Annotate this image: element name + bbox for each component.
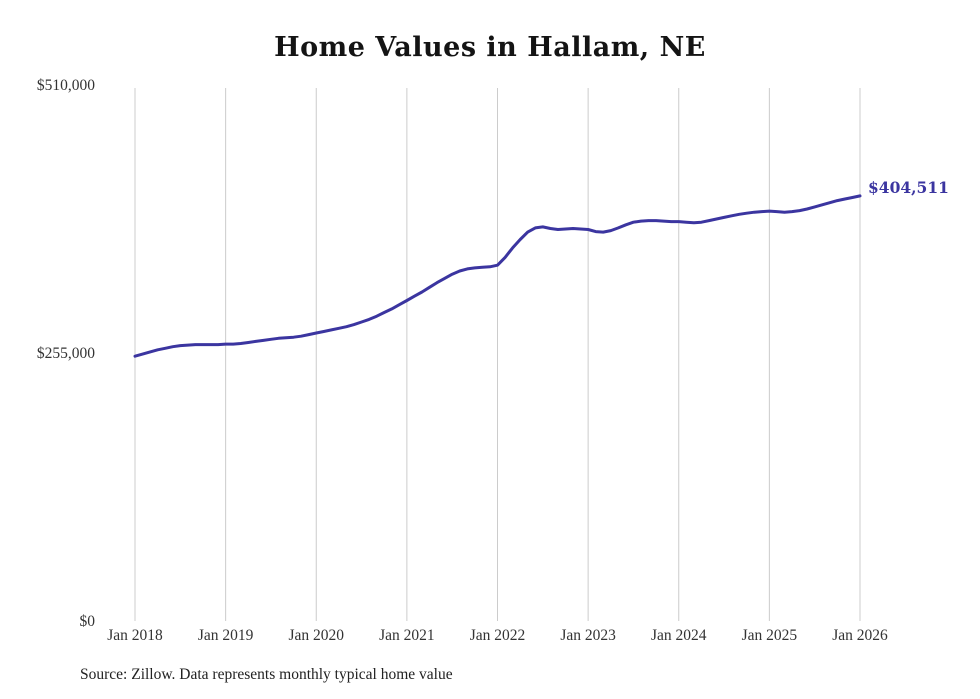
latest-value-label: $404,511 [868,178,949,197]
x-tick-label: Jan 2022 [470,627,526,644]
x-tick-label: Jan 2021 [379,627,435,644]
x-tick-label: Jan 2019 [198,627,254,644]
x-tick-label: Jan 2025 [742,627,798,644]
y-tick-label: $510,000 [37,77,95,94]
home-value-line [133,194,862,358]
y-tick-label: $255,000 [37,345,95,362]
x-tick-label: Jan 2024 [651,627,707,644]
x-tick-label: Jan 2018 [107,627,163,644]
y-tick-label: $0 [80,613,96,630]
chart-title: Home Values in Hallam, NE [274,32,706,63]
x-tick-label: Jan 2023 [560,627,616,644]
x-tick-label: Jan 2026 [832,627,888,644]
source-note: Source: Zillow. Data represents monthly … [80,666,453,683]
x-tick-label: Jan 2020 [288,627,344,644]
